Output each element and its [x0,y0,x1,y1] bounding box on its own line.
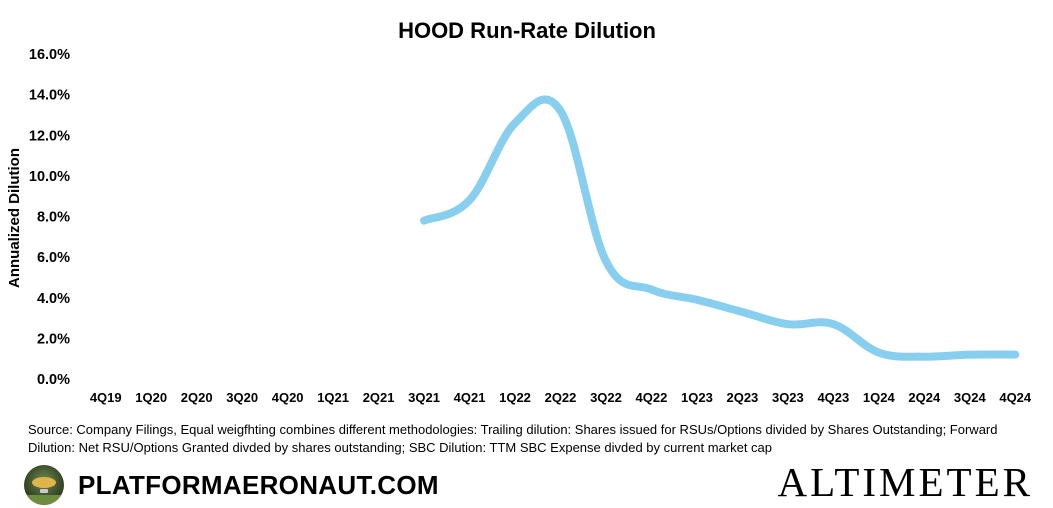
y-tick-label: 8.0% [37,210,70,226]
x-tick-label: 3Q22 [590,390,622,405]
x-tick-label: 2Q23 [726,390,758,405]
platform-name: PLATFORMAERONAUT.COM [78,469,439,500]
x-tick-label: 4Q20 [272,390,304,405]
airship-logo-icon [24,465,64,505]
x-tick-label: 4Q22 [636,390,668,405]
x-tick-label: 1Q23 [681,390,713,405]
x-tick-label: 4Q19 [90,390,122,405]
series-line-0 [420,95,1020,361]
altimeter-logo: ALTIMETER [777,459,1033,505]
y-tick-label: 2.0% [37,331,70,347]
data-point [966,351,974,359]
data-point [738,308,746,316]
y-tick-label: 14.0% [29,88,70,104]
series-group [420,95,1020,361]
y-tick-label: 0.0% [37,372,70,388]
data-point [693,296,701,304]
x-tick-label: 4Q21 [454,390,486,405]
x-axis-ticks: 4Q19 1Q20 2Q20 3Q20 4Q20 1Q21 2Q21 3Q21 4Q21 1Q22… [90,390,1032,405]
x-tick-label: 1Q20 [135,390,167,405]
x-tick-label: 4Q24 [999,390,1032,405]
x-tick-label: 2Q20 [181,390,213,405]
x-tick-label: 1Q21 [317,390,349,405]
x-tick-label: 2Q21 [363,390,395,405]
x-tick-label: 2Q24 [908,390,941,405]
data-point [557,107,565,115]
data-point [1011,351,1019,359]
platform-brand: PLATFORMAERONAUT.COM [24,463,439,507]
chart: HOOD Run-Rate Dilution Annualized Diluti… [6,18,1032,405]
data-point [511,119,519,127]
y-tick-label: 16.0% [29,47,70,63]
x-tick-label: 1Q22 [499,390,531,405]
data-point [602,257,610,265]
x-tick-label: 3Q23 [772,390,804,405]
y-axis-label: Annualized Dilution [6,148,23,288]
data-point [784,320,792,328]
x-tick-label: 3Q21 [408,390,440,405]
x-tick-label: 1Q24 [863,390,896,405]
data-point [920,353,928,361]
y-tick-label: 12.0% [29,128,70,144]
y-tick-label: 10.0% [29,169,70,185]
chart-title: HOOD Run-Rate Dilution [398,18,656,43]
data-point [466,196,474,204]
x-tick-label: 3Q20 [226,390,258,405]
data-point [647,286,655,294]
x-tick-label: 3Q24 [954,390,987,405]
source-note: Source: Company Filings, Equal weigfhtin… [28,422,998,455]
x-tick-label: 4Q23 [817,390,849,405]
x-tick-label: 2Q22 [545,390,577,405]
y-tick-label: 6.0% [37,250,70,266]
data-point [829,320,837,328]
data-point [875,349,883,357]
y-tick-label: 4.0% [37,291,70,307]
data-point [420,217,428,225]
y-axis-ticks: 0.0% 2.0% 4.0% 6.0% 8.0% 10.0% 12.0% 14.0% 16.0% [29,47,70,388]
